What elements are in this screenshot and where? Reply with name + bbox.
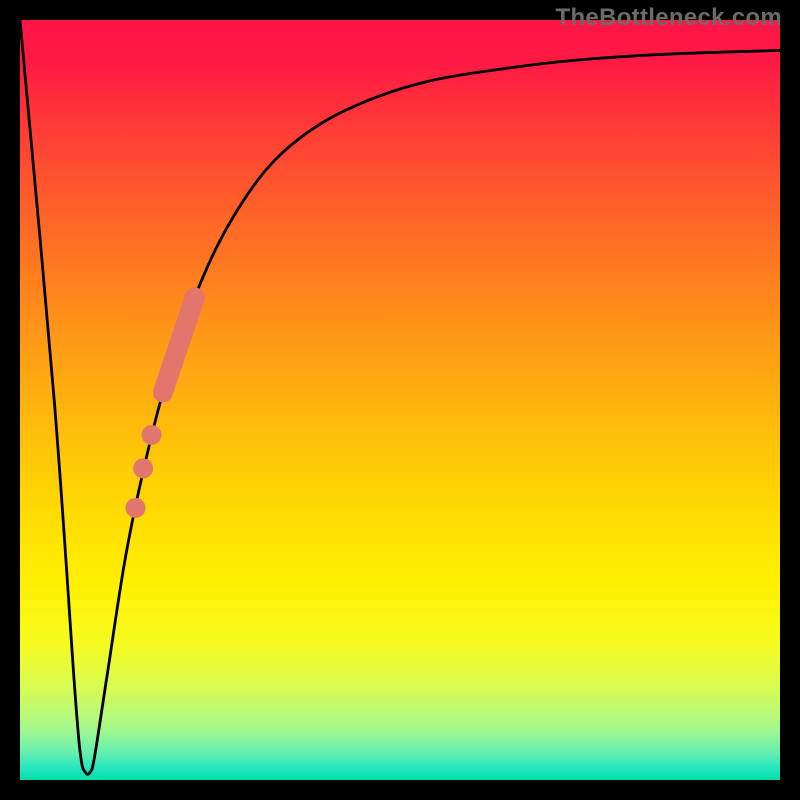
watermark-text: TheBottleneck.com [556, 4, 782, 32]
chart-stage: TheBottleneck.com [0, 0, 800, 800]
dot-cluster-point [133, 458, 153, 478]
plot-background [20, 20, 780, 780]
dot-cluster-point [126, 498, 146, 518]
chart-svg [0, 0, 800, 800]
dot-cluster-point [141, 425, 161, 445]
